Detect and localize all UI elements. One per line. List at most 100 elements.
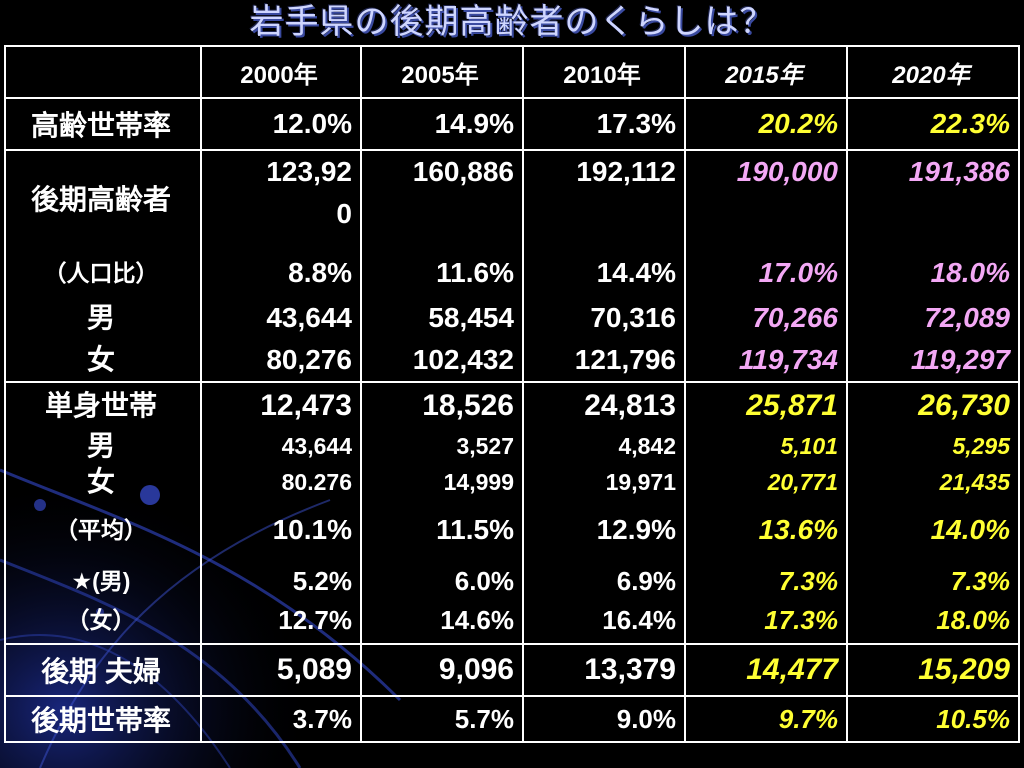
table-cell: 80,276 bbox=[266, 344, 352, 375]
table-cell: 12.9% bbox=[596, 514, 676, 545]
row-label-group: 単身世帯 男 女 （平均） ★(男) （女） bbox=[4, 381, 202, 645]
year-header: 2020年 bbox=[846, 45, 1020, 99]
table-cell-group: 12,473 43,644 80.276 10.1% 5.2% 12.7% bbox=[200, 381, 362, 645]
table-cell: 10.5% bbox=[846, 695, 1020, 743]
table-cell-group: 26,730 5,295 21,435 14.0% 7.3% 18.0% bbox=[846, 381, 1020, 645]
page-title: 岩手県の後期高齢者のくらしは？ bbox=[249, 3, 775, 41]
table-cell: 21,435 bbox=[939, 469, 1010, 495]
table-cell: 18,526 bbox=[422, 389, 514, 422]
table-cell: 5.7% bbox=[360, 695, 524, 743]
table-row: 後期 夫婦 5,089 9,096 13,379 14,477 15,209 bbox=[4, 643, 1020, 697]
header-row: 2000年 2005年 2010年 2015年 2020年 bbox=[4, 45, 1020, 99]
row-label: （平均） bbox=[55, 517, 147, 543]
table-cell: 5.2% bbox=[292, 566, 352, 596]
table-cell: 12.7% bbox=[278, 605, 352, 635]
year-header: 2000年 bbox=[200, 45, 362, 99]
table-cell: 9,096 bbox=[360, 643, 524, 697]
table-cell: 13.6% bbox=[758, 514, 838, 545]
table-cell-group: 24,813 4,842 19,971 12.9% 6.9% 16.4% bbox=[522, 381, 686, 645]
table-cell: 102,432 bbox=[412, 344, 514, 375]
table-cell: 19,971 bbox=[605, 469, 676, 495]
table-cell: 14.0% bbox=[930, 514, 1010, 545]
table-cell: 16.4% bbox=[602, 605, 676, 635]
table-cell: 123,92 0 bbox=[266, 156, 352, 229]
table-cell-group: 160,886 11.6% 58,454 102,432 bbox=[360, 149, 524, 383]
row-label: 女 bbox=[86, 466, 115, 497]
table-cell: 43,644 bbox=[266, 302, 352, 333]
row-label: 単身世帯 bbox=[44, 390, 157, 421]
year-header: 2010年 bbox=[522, 45, 686, 99]
table-cell: 191,386 bbox=[908, 156, 1010, 187]
table-cell: 14.6% bbox=[440, 605, 514, 635]
table-cell: 70,266 bbox=[752, 302, 838, 333]
row-label: 女 bbox=[86, 344, 115, 375]
row-label: 後期 夫婦 bbox=[4, 643, 202, 697]
table-cell: 11.5% bbox=[436, 514, 514, 545]
table-cell: 18.0% bbox=[930, 257, 1010, 288]
table-cell: 8.8% bbox=[288, 257, 352, 288]
table-cell-group: 192,112 14.4% 70,316 121,796 bbox=[522, 149, 686, 383]
table-cell: 6.0% bbox=[454, 566, 514, 596]
table-cell-group: 25,871 5,101 20,771 13.6% 7.3% 17.3% bbox=[684, 381, 848, 645]
table-cell: 6.9% bbox=[616, 566, 676, 596]
table-row: 後期高齢者 （人口比） 男 女 123,92 0 8.8% 43,644 80,… bbox=[4, 149, 1020, 383]
table-cell: 25,871 bbox=[746, 389, 838, 422]
row-label: （女） bbox=[66, 607, 136, 633]
table-cell-group: 190,000 17.0% 70,266 119,734 bbox=[684, 149, 848, 383]
table-cell: 14,477 bbox=[684, 643, 848, 697]
table-cell: 17.3% bbox=[764, 605, 838, 635]
table-cell-group: 123,92 0 8.8% 43,644 80,276 bbox=[200, 149, 362, 383]
table-cell: 10.1% bbox=[272, 514, 352, 545]
table-cell: 13,379 bbox=[522, 643, 686, 697]
table-cell: 160,886 bbox=[412, 156, 514, 187]
corner-cell bbox=[4, 45, 202, 99]
table-cell: 24,813 bbox=[584, 389, 676, 422]
table-cell: 14.4% bbox=[596, 257, 676, 288]
table-cell: 9.0% bbox=[522, 695, 686, 743]
table-cell: 43,644 bbox=[281, 433, 352, 459]
table-row: 単身世帯 男 女 （平均） ★(男) （女） 12,473 43,644 80.… bbox=[4, 381, 1020, 645]
row-label: 男 bbox=[86, 302, 115, 333]
table-cell: 12.0% bbox=[200, 97, 362, 151]
table-cell: 5,295 bbox=[952, 433, 1010, 459]
row-label: 高齢世帯率 bbox=[4, 97, 202, 151]
year-header: 2005年 bbox=[360, 45, 524, 99]
statistics-table: 2000年 2005年 2010年 2015年 2020年 高齢世帯率 12.0… bbox=[4, 45, 1020, 743]
year-header: 2015年 bbox=[684, 45, 848, 99]
table-cell: 190,000 bbox=[736, 156, 838, 187]
table-cell: 20,771 bbox=[767, 469, 838, 495]
table-cell: 3,527 bbox=[456, 433, 514, 459]
table-cell: 17.0% bbox=[758, 257, 838, 288]
table-cell: 72,089 bbox=[924, 302, 1010, 333]
table-cell: 7.3% bbox=[778, 566, 838, 596]
table-cell: 4,842 bbox=[618, 433, 676, 459]
row-label: 後期高齢者 bbox=[30, 184, 171, 215]
table-cell: 119,297 bbox=[910, 344, 1010, 375]
table-cell: 7.3% bbox=[950, 566, 1010, 596]
table-cell: 14.9% bbox=[360, 97, 524, 151]
row-label: ★(男) bbox=[71, 568, 131, 594]
table-cell: 15,209 bbox=[846, 643, 1020, 697]
table-cell-group: 191,386 18.0% 72,089 119,297 bbox=[846, 149, 1020, 383]
table-cell: 11.6% bbox=[436, 257, 514, 288]
table-cell: 26,730 bbox=[918, 389, 1010, 422]
table-row: 高齢世帯率 12.0% 14.9% 17.3% 20.2% 22.3% bbox=[4, 97, 1020, 151]
row-label-group: 後期高齢者 （人口比） 男 女 bbox=[4, 149, 202, 383]
row-label: 後期世帯率 bbox=[4, 695, 202, 743]
table-cell: 9.7% bbox=[684, 695, 848, 743]
table-cell: 18.0% bbox=[936, 605, 1010, 635]
table-cell: 3.7% bbox=[200, 695, 362, 743]
table-cell: 14,999 bbox=[443, 469, 514, 495]
table-cell: 70,316 bbox=[590, 302, 676, 333]
table-cell: 192,112 bbox=[576, 156, 676, 187]
table-cell: 58,454 bbox=[428, 302, 514, 333]
table-cell: 12,473 bbox=[260, 389, 352, 422]
table-cell: 121,796 bbox=[574, 344, 676, 375]
table-cell: 5,089 bbox=[200, 643, 362, 697]
table-cell: 20.2% bbox=[684, 97, 848, 151]
table-cell: 119,734 bbox=[738, 344, 838, 375]
table-row: 後期世帯率 3.7% 5.7% 9.0% 9.7% 10.5% bbox=[4, 695, 1020, 743]
row-label: 男 bbox=[86, 430, 115, 461]
table-cell-group: 18,526 3,527 14,999 11.5% 6.0% 14.6% bbox=[360, 381, 524, 645]
table-cell: 17.3% bbox=[522, 97, 686, 151]
